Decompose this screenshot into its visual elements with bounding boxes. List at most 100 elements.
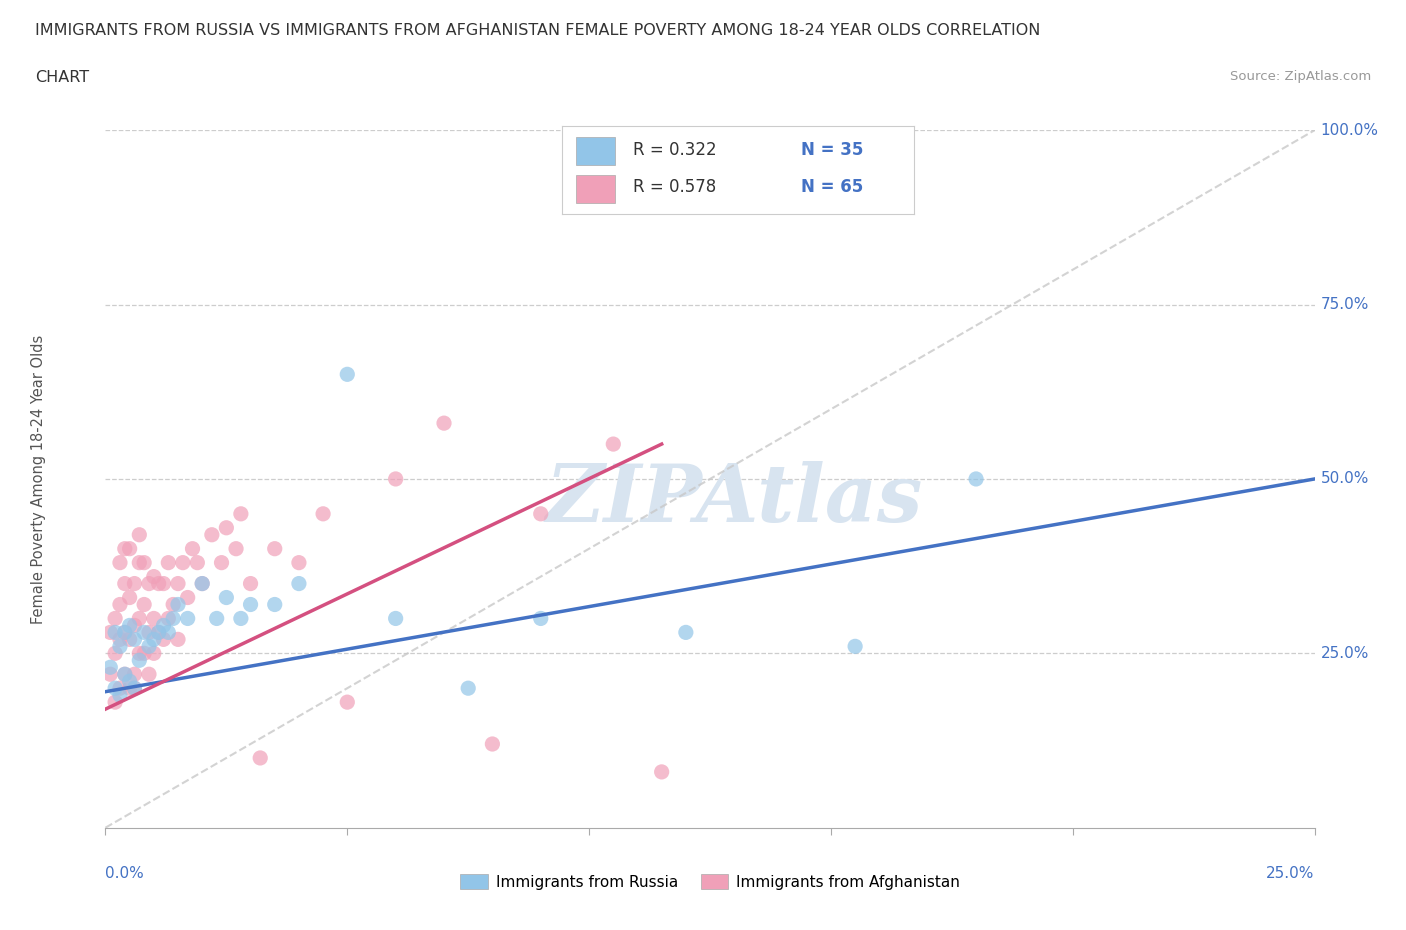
- Point: [530, 611, 553, 626]
- Point: [128, 555, 150, 570]
- Point: [108, 555, 131, 570]
- Point: [118, 632, 141, 647]
- Point: [152, 577, 174, 591]
- Point: [114, 577, 136, 591]
- Point: [108, 639, 131, 654]
- Point: [384, 472, 406, 486]
- Text: Source: ZipAtlas.com: Source: ZipAtlas.com: [1230, 70, 1371, 83]
- Point: [118, 541, 141, 556]
- Point: [162, 611, 184, 626]
- Legend: Immigrants from Russia, Immigrants from Afghanistan: Immigrants from Russia, Immigrants from …: [460, 874, 960, 890]
- Point: [288, 555, 311, 570]
- Point: [108, 688, 131, 703]
- Point: [114, 667, 136, 682]
- Point: [148, 625, 170, 640]
- Point: [263, 597, 285, 612]
- Point: [128, 653, 150, 668]
- Point: [124, 667, 146, 682]
- Point: [651, 764, 673, 779]
- Text: R = 0.578: R = 0.578: [633, 179, 716, 196]
- Point: [98, 660, 121, 675]
- Point: [108, 597, 131, 612]
- FancyBboxPatch shape: [576, 137, 616, 166]
- Point: [844, 639, 866, 654]
- Point: [205, 611, 228, 626]
- Point: [124, 632, 146, 647]
- Point: [215, 521, 238, 536]
- Point: [433, 416, 456, 431]
- Point: [211, 555, 233, 570]
- Point: [138, 639, 160, 654]
- Point: [229, 611, 252, 626]
- Point: [98, 667, 121, 682]
- Point: [114, 667, 136, 682]
- Point: [157, 611, 180, 626]
- Point: [134, 625, 156, 640]
- Point: [152, 618, 174, 633]
- Point: [128, 646, 150, 661]
- Point: [134, 555, 156, 570]
- Point: [530, 507, 553, 522]
- Point: [162, 597, 184, 612]
- Text: N = 35: N = 35: [801, 141, 863, 159]
- Point: [128, 611, 150, 626]
- Text: ZIPAtlas: ZIPAtlas: [546, 461, 922, 538]
- Point: [336, 695, 359, 710]
- Point: [104, 611, 127, 626]
- Point: [167, 632, 190, 647]
- Point: [142, 646, 165, 661]
- Point: [225, 541, 247, 556]
- Point: [118, 618, 141, 633]
- Text: 25.0%: 25.0%: [1320, 645, 1369, 661]
- Text: 75.0%: 75.0%: [1320, 297, 1369, 312]
- FancyBboxPatch shape: [576, 175, 616, 204]
- Point: [191, 577, 214, 591]
- Point: [176, 611, 198, 626]
- Point: [167, 597, 190, 612]
- Point: [602, 437, 624, 452]
- Point: [138, 577, 160, 591]
- Point: [157, 555, 180, 570]
- Point: [186, 555, 208, 570]
- Text: IMMIGRANTS FROM RUSSIA VS IMMIGRANTS FROM AFGHANISTAN FEMALE POVERTY AMONG 18-24: IMMIGRANTS FROM RUSSIA VS IMMIGRANTS FRO…: [35, 23, 1040, 38]
- Point: [138, 625, 160, 640]
- Point: [124, 681, 146, 696]
- Text: 25.0%: 25.0%: [1267, 866, 1315, 881]
- Point: [128, 527, 150, 542]
- Point: [148, 577, 170, 591]
- Text: Female Poverty Among 18-24 Year Olds: Female Poverty Among 18-24 Year Olds: [31, 334, 46, 624]
- Point: [142, 632, 165, 647]
- Point: [142, 569, 165, 584]
- Point: [142, 611, 165, 626]
- Point: [176, 591, 198, 605]
- Point: [118, 681, 141, 696]
- Point: [114, 625, 136, 640]
- Point: [134, 597, 156, 612]
- Point: [98, 625, 121, 640]
- Point: [481, 737, 503, 751]
- Point: [108, 681, 131, 696]
- Point: [167, 577, 190, 591]
- Point: [191, 577, 214, 591]
- Text: 0.0%: 0.0%: [105, 866, 145, 881]
- Point: [148, 625, 170, 640]
- Point: [201, 527, 224, 542]
- Point: [457, 681, 479, 696]
- Point: [384, 611, 406, 626]
- Text: N = 65: N = 65: [801, 179, 863, 196]
- Point: [124, 577, 146, 591]
- Point: [288, 577, 311, 591]
- Point: [138, 667, 160, 682]
- Point: [239, 577, 262, 591]
- Point: [118, 673, 141, 688]
- Point: [675, 625, 697, 640]
- Text: 100.0%: 100.0%: [1320, 123, 1379, 138]
- Point: [124, 618, 146, 633]
- Point: [239, 597, 262, 612]
- Point: [124, 681, 146, 696]
- Point: [104, 646, 127, 661]
- Point: [108, 632, 131, 647]
- Point: [118, 591, 141, 605]
- Point: [181, 541, 204, 556]
- Point: [104, 695, 127, 710]
